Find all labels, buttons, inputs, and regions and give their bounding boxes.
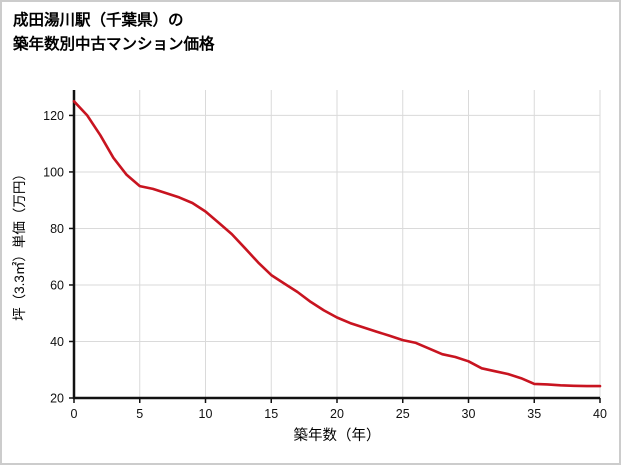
x-axis-label: 築年数（年） bbox=[294, 426, 381, 444]
y-tick-label: 20 bbox=[50, 392, 64, 406]
x-tick-label: 0 bbox=[71, 407, 78, 421]
x-tick-label: 35 bbox=[527, 407, 541, 421]
chart-title: 成田湯川駅（千葉県）の 築年数別中古マンション価格 bbox=[13, 9, 215, 57]
x-tick-label: 20 bbox=[330, 407, 344, 421]
y-tick-label: 60 bbox=[50, 278, 64, 292]
chart-title-line2: 築年数別中古マンション価格 bbox=[13, 36, 215, 54]
x-tick-label: 25 bbox=[396, 407, 410, 421]
y-axis-label: 坪（3.3㎡）単価（万円） bbox=[12, 167, 27, 321]
y-tick-label: 100 bbox=[43, 165, 64, 179]
x-tick-label: 10 bbox=[199, 407, 213, 421]
x-tick-label: 15 bbox=[264, 407, 278, 421]
price-line bbox=[72, 100, 602, 388]
y-tick-label: 80 bbox=[50, 222, 64, 236]
x-tick-label: 5 bbox=[136, 407, 143, 421]
x-tick-label: 40 bbox=[593, 407, 607, 421]
y-tick-label: 40 bbox=[50, 335, 64, 349]
x-tick-label: 30 bbox=[462, 407, 476, 421]
chart-title-line1: 成田湯川駅（千葉県）の bbox=[13, 12, 184, 29]
y-tick-label: 120 bbox=[43, 109, 64, 123]
